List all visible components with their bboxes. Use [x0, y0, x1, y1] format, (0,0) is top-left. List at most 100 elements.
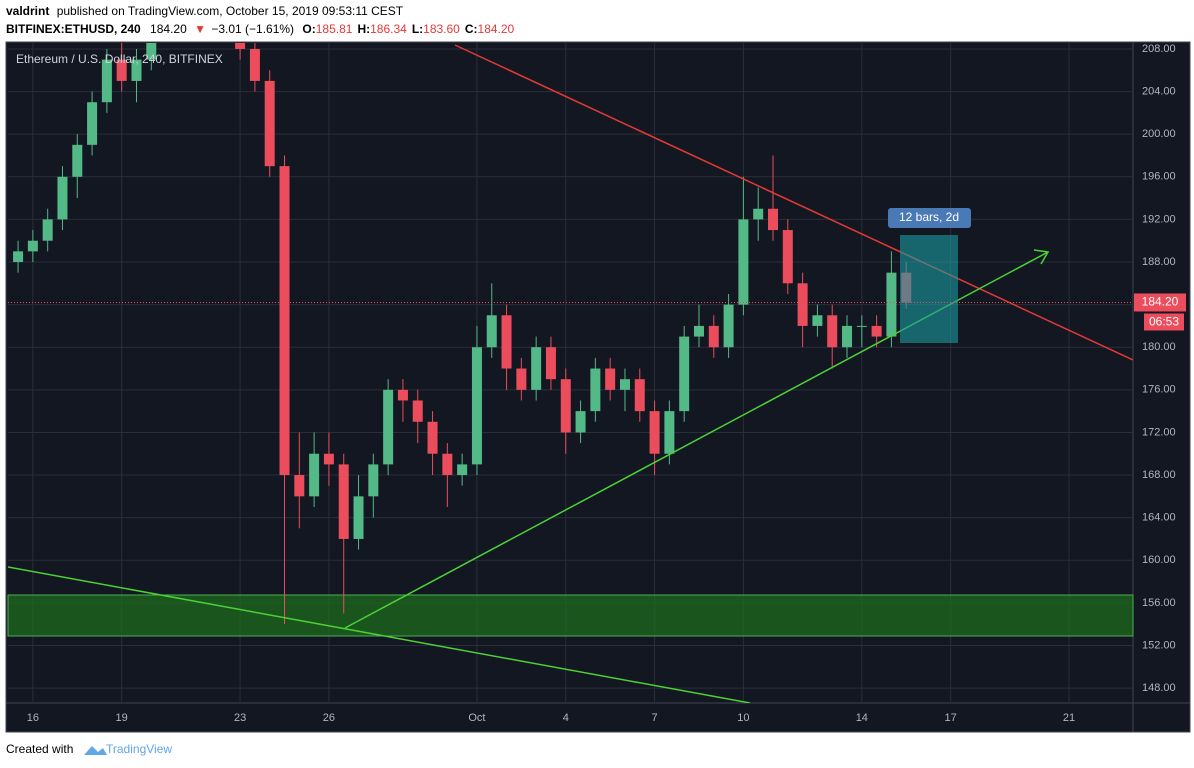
candle-body — [57, 176, 68, 220]
x-tick-label: 16 — [27, 712, 39, 724]
candle-body — [782, 230, 793, 284]
candle-body — [723, 304, 734, 348]
candle-body — [501, 315, 512, 369]
measure-box — [900, 235, 958, 343]
y-tick-label: 148.00 — [1142, 682, 1176, 694]
y-tick-label: 152.00 — [1142, 639, 1176, 651]
candle-body — [545, 347, 556, 380]
candle-body — [856, 325, 867, 327]
y-tick-label: 204.00 — [1142, 85, 1176, 97]
arrow-head — [1033, 249, 1050, 265]
x-tick-label: 10 — [737, 712, 749, 724]
y-tick-label: 160.00 — [1142, 554, 1176, 566]
symbol-line: BITFINEX:ETHUSD, 240 184.20 ▼ −3.01 (−1.… — [6, 22, 515, 36]
y-tick-label: 192.00 — [1142, 213, 1176, 225]
y-tick-label: 168.00 — [1142, 469, 1176, 481]
candle-body — [531, 347, 542, 390]
y-tick-label: 172.00 — [1142, 426, 1176, 438]
candle-body — [27, 240, 38, 252]
candle-body — [693, 325, 704, 337]
symbol: BITFINEX:ETHUSD, 240 — [6, 22, 141, 36]
candle-body — [575, 411, 586, 433]
candles — [13, 43, 912, 625]
y-tick-label: 196.00 — [1142, 171, 1176, 183]
candle-body — [368, 464, 379, 497]
candle-body — [442, 453, 453, 476]
y-tick-label: 156.00 — [1142, 597, 1176, 609]
ohlc-value: 186.34 — [370, 22, 407, 36]
lower-trend-line — [8, 566, 751, 703]
candle-body — [649, 411, 660, 454]
measure-label: 12 bars, 2d — [899, 210, 959, 224]
candle-body — [605, 368, 616, 390]
candle-body — [516, 368, 527, 390]
change: −3.01 (−1.61%) — [211, 22, 294, 36]
support-zone — [7, 594, 1134, 637]
y-tick-label: 200.00 — [1142, 128, 1176, 140]
candle-body — [235, 43, 246, 49]
candle-body — [871, 325, 882, 337]
candle-body — [294, 475, 305, 497]
candle-body — [619, 379, 630, 390]
footer-brand: TradingView — [106, 742, 172, 756]
candle-body — [768, 208, 778, 231]
candle-body — [412, 400, 423, 422]
candle-body — [679, 336, 690, 412]
ohlc-key: O: — [302, 22, 315, 36]
x-tick-label: 17 — [945, 712, 957, 724]
published: published on TradingView.com, October 15… — [57, 4, 404, 18]
candle-body — [383, 389, 394, 465]
candle-body — [560, 379, 571, 433]
candle-body — [471, 347, 482, 465]
candle-body — [279, 166, 290, 476]
candle-body — [131, 59, 142, 81]
candle-body — [249, 48, 260, 81]
candle-body — [264, 80, 275, 167]
brand-logo — [84, 746, 107, 755]
y-tick-label: 164.00 — [1142, 512, 1176, 524]
candle-body — [13, 251, 24, 263]
candle-body — [664, 411, 675, 454]
candle-body — [634, 379, 645, 412]
candle-body — [87, 102, 98, 145]
drawings — [8, 44, 1133, 703]
candle-body — [827, 315, 838, 348]
x-tick-label: 26 — [323, 712, 335, 724]
ohlc-value: 183.60 — [423, 22, 460, 36]
countdown: 06:53 — [1149, 315, 1179, 329]
countdown-badge — [1144, 313, 1184, 331]
candle-body — [397, 389, 408, 401]
x-tick-label: 23 — [234, 712, 246, 724]
x-tick-label: Oct — [468, 712, 485, 724]
y-tick-label: 208.00 — [1142, 43, 1176, 55]
ohlc-key: H: — [357, 22, 370, 36]
price-label: 184.20 — [1142, 295, 1179, 309]
x-tick-label: 7 — [652, 712, 658, 724]
candle-body — [338, 464, 349, 539]
candle-body — [886, 272, 897, 337]
direction: ▼ — [194, 22, 206, 36]
candle-body — [116, 59, 127, 81]
candle-body — [590, 368, 601, 412]
last: 184.20 — [150, 22, 187, 36]
y-tick-label: 180.00 — [1142, 341, 1176, 353]
candle-body — [842, 325, 853, 348]
ohlc: O:185.81 H:186.34 L:183.60 C:184.20 — [302, 22, 514, 36]
candle-body — [309, 453, 320, 497]
candle-body — [486, 315, 497, 348]
ohlc-value: 184.20 — [478, 22, 515, 36]
axes: 148.00 152.00 156.00 160.00 164.00 168.00 172.… — [27, 43, 1176, 724]
candle-body — [427, 421, 438, 454]
candle-body — [42, 219, 53, 241]
y-tick-label: 188.00 — [1142, 256, 1176, 268]
resistance-line — [454, 44, 1133, 361]
candle-body — [708, 325, 719, 348]
ohlc-key: C: — [465, 22, 478, 36]
x-tick-label: 19 — [116, 712, 128, 724]
candle-body — [323, 453, 334, 465]
publish-line: valdrint published on TradingView.com, O… — [6, 4, 404, 18]
measure-badge — [888, 208, 971, 228]
candle-body — [72, 144, 83, 177]
legend: Ethereum / U.S. Dollar, 240, BITFINEX — [16, 52, 223, 66]
